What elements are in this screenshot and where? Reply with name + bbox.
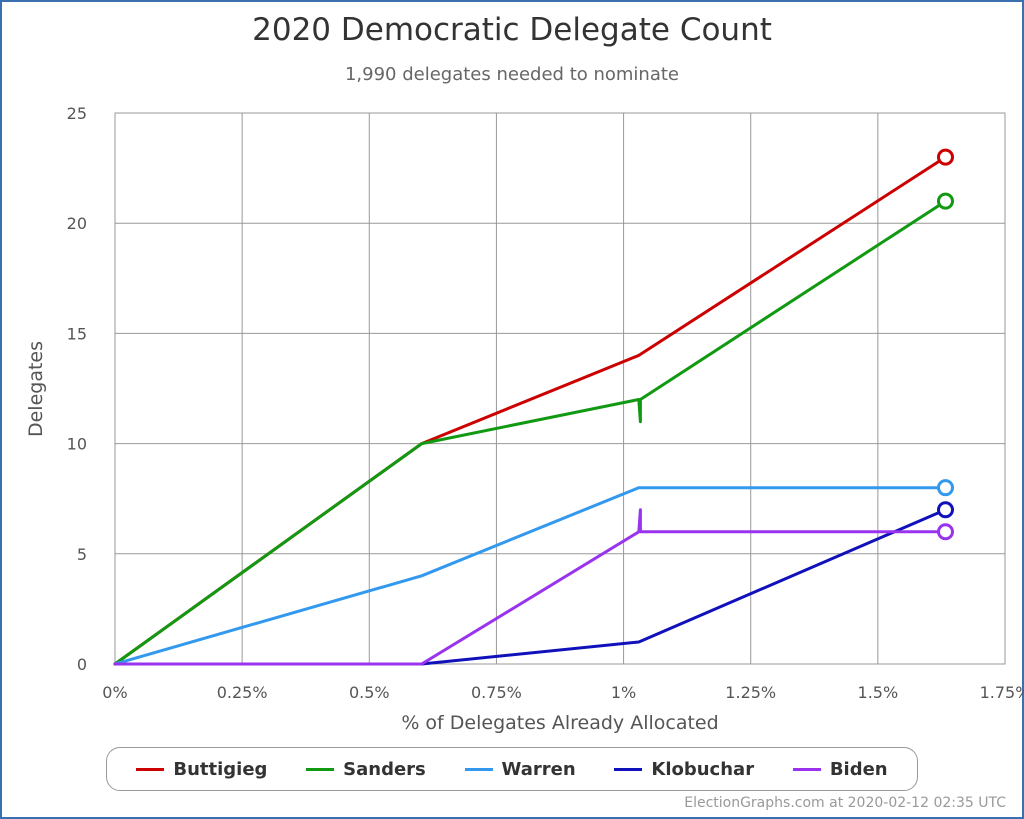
x-tick-label: 0% — [102, 683, 127, 702]
series-line-sanders — [113, 199, 947, 666]
legend-label: Buttigieg — [173, 758, 268, 780]
y-tick-label: 25 — [67, 104, 87, 123]
legend-item-biden: Biden — [792, 758, 888, 780]
y-axis-title: Delegates — [25, 340, 47, 438]
legend-item-warren: Warren — [464, 758, 576, 780]
grid-layer — [114, 112, 1006, 665]
y-tick-label: 5 — [77, 545, 87, 564]
legend-swatch — [136, 767, 165, 771]
series-end-marker-biden — [936, 523, 954, 541]
y-tick-label: 20 — [67, 214, 87, 233]
x-axis-title: % of Delegates Already Allocated — [401, 712, 719, 734]
legend-label: Sanders — [343, 758, 426, 780]
legend-swatch — [614, 767, 643, 771]
x-tick-label: 1.75% — [980, 683, 1024, 702]
legend-item-klobuchar: Klobuchar — [614, 759, 754, 780]
series-end-marker-warren — [936, 479, 954, 497]
legend: Buttigieg Sanders Warren Klobuchar Biden — [106, 747, 918, 791]
tick-layer: 0% 0.25% 0.5% 0.75% 1% 1.25% 1.5% 1.75% 0 5 10 15 20… — [67, 104, 1024, 702]
legend-label: Klobuchar — [651, 758, 755, 780]
legend-item-sanders: Sanders — [306, 759, 426, 780]
series-end-marker-klobuchar — [936, 501, 954, 519]
y-tick-label: 15 — [67, 324, 87, 343]
y-tick-label: 0 — [77, 655, 87, 674]
chart-title: 2020 Democratic Delegate Count — [252, 12, 772, 48]
series-line-buttigieg — [113, 155, 947, 666]
legend-swatch — [306, 767, 335, 771]
legend-swatch — [792, 767, 821, 771]
series-line-biden — [113, 508, 947, 666]
series-layer — [113, 148, 954, 666]
x-tick-label: 1.5% — [858, 683, 899, 702]
x-tick-label: 0.5% — [349, 683, 390, 702]
series-end-marker-buttigieg — [936, 148, 954, 166]
credit-text: ElectionGraphs.com at 2020-02-12 02:35 U… — [684, 795, 1006, 811]
x-tick-label: 0.25% — [217, 683, 268, 702]
series-end-marker-sanders — [936, 192, 954, 210]
legend-item-buttigieg: Buttigieg — [136, 759, 267, 780]
chart-subtitle: 1,990 delegates needed to nominate — [344, 64, 680, 85]
x-tick-label: 1.25% — [725, 683, 776, 702]
legend-label: Warren — [501, 758, 576, 780]
x-tick-label: 0.75% — [471, 683, 522, 702]
series-line-warren — [113, 486, 947, 666]
legend-label: Biden — [829, 758, 888, 780]
legend-swatch — [464, 767, 493, 771]
x-tick-label: 1% — [611, 683, 636, 702]
y-tick-label: 10 — [67, 435, 87, 454]
